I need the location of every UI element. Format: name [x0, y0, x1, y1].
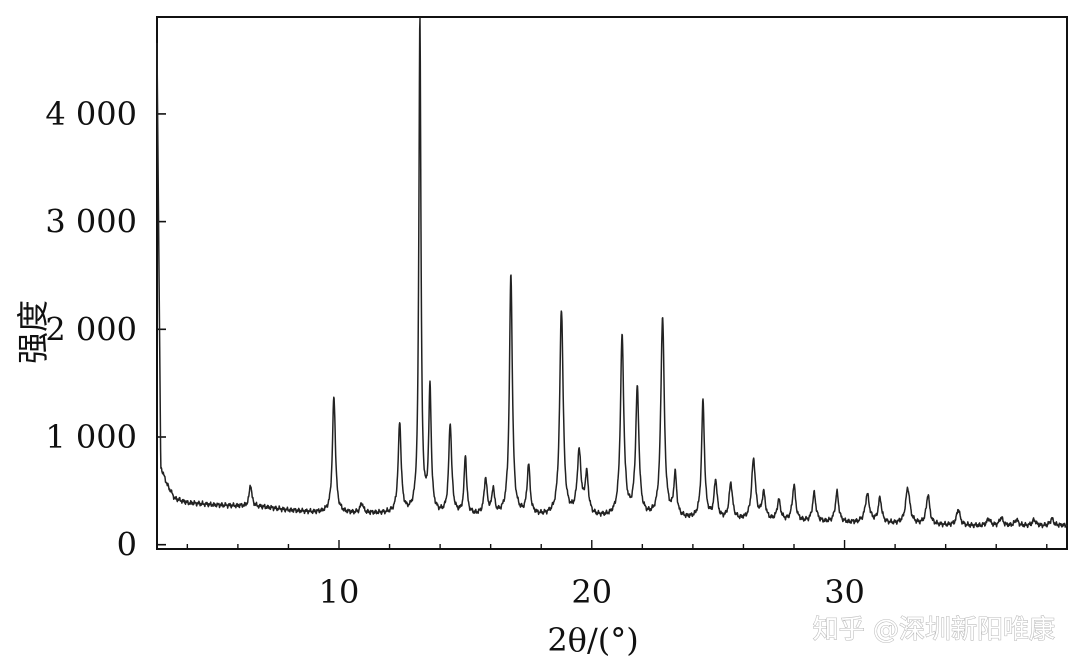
y-axis-ticks: 0 1 000 2 000 3 000 4 000 — [45, 95, 166, 564]
x-axis-title: 2θ/(°) — [547, 621, 638, 659]
watermark-text: 知乎 @深圳新阳唯康 — [813, 615, 1055, 645]
x-tick-label: 10 — [319, 573, 360, 611]
y-tick-label: 2 000 — [45, 310, 137, 348]
x-tick-label: 20 — [571, 573, 612, 611]
y-tick-label: 4 000 — [45, 95, 137, 133]
plot-frame — [156, 16, 1068, 550]
series-line — [156, 17, 1068, 529]
y-tick-label: 0 — [117, 526, 137, 564]
y-tick-label: 3 000 — [45, 203, 137, 241]
x-tick-label: 30 — [824, 573, 865, 611]
y-tick-label: 1 000 — [45, 418, 137, 456]
x-axis-ticks: 10 20 30 — [186, 540, 1048, 611]
y-axis-title: 强度 — [14, 300, 52, 364]
